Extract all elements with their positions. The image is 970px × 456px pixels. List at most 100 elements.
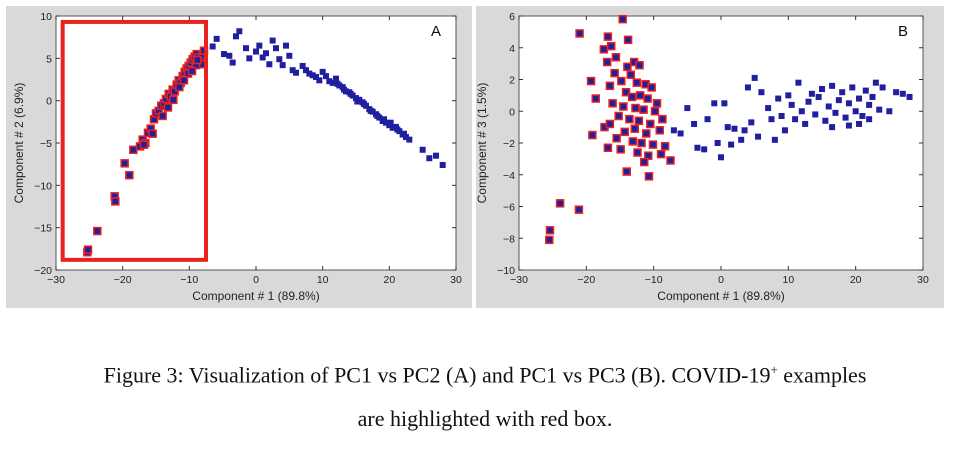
highlighted-data-point: [545, 226, 555, 235]
data-point: [714, 140, 721, 146]
data-point: [316, 77, 323, 84]
data-point: [309, 72, 316, 79]
data-point: [819, 86, 825, 93]
data-point: [293, 69, 299, 76]
data-point: [684, 105, 691, 112]
highlighted-data-point: [193, 55, 202, 65]
highlighted-data-point: [642, 129, 651, 138]
highlighted-data-point: [175, 82, 184, 92]
data-point: [283, 42, 289, 49]
highlighted-data-point: [120, 159, 129, 168]
highlighted-data-point: [139, 140, 149, 149]
highlighted-data-point: [111, 197, 120, 206]
x-tick-label: −10: [180, 274, 198, 286]
data-point: [906, 93, 913, 100]
data-point: [832, 109, 839, 116]
panel-a: −30 −20 −10 0 10 20 30 −20 −15 −10 −5 0 5 10 Component…: [6, 6, 472, 308]
data-point: [869, 93, 876, 100]
highlighted-data-point: [658, 114, 667, 124]
data-point: [731, 125, 738, 132]
highlighted-data-point: [602, 57, 612, 67]
data-point: [876, 106, 883, 113]
data-point: [815, 93, 822, 100]
highlighted-data-point: [666, 156, 675, 165]
data-point: [829, 82, 836, 89]
caption-text-2: are highlighted with red box.: [357, 406, 613, 431]
data-point: [406, 136, 413, 143]
highlighted-data-point: [545, 235, 554, 245]
y-tick-label: 5: [46, 53, 52, 65]
data-point: [319, 68, 326, 75]
highlighted-data-point: [637, 138, 646, 148]
highlighted-data-point: [634, 116, 644, 126]
y-tick-label: −10: [497, 265, 515, 277]
highlighted-data-point: [125, 170, 134, 180]
data-point: [771, 136, 778, 143]
data-point: [886, 108, 893, 115]
data-point: [778, 113, 785, 120]
highlighted-data-point: [652, 99, 662, 108]
data-point: [798, 108, 805, 115]
data-point: [866, 116, 873, 123]
highlighted-data-point: [179, 76, 189, 85]
data-point: [279, 62, 286, 69]
data-point: [792, 116, 799, 123]
data-point: [286, 52, 293, 59]
data-point: [289, 67, 296, 74]
highlighted-data-point: [588, 130, 597, 140]
data-point: [751, 74, 758, 81]
y-tick-label: −5: [40, 138, 52, 150]
highlighted-data-point: [627, 92, 637, 102]
highlighted-data-point: [610, 68, 619, 78]
highlighted-data-point: [622, 167, 631, 176]
data-point: [785, 92, 792, 99]
highlight-box: [60, 19, 208, 262]
highlighted-data-point: [606, 41, 616, 51]
y-axis-label: Component # 3 (1.5%): [475, 83, 489, 204]
x-tick-label: 0: [253, 274, 259, 286]
highlighted-data-point: [643, 94, 652, 103]
data-point: [788, 101, 795, 108]
highlighted-data-point: [626, 70, 636, 79]
data-point: [738, 136, 745, 143]
data-point: [233, 33, 239, 40]
data-point: [221, 51, 227, 58]
x-tick-label: 10: [782, 274, 794, 286]
data-point: [741, 127, 748, 134]
data-point: [389, 124, 396, 131]
data-point: [361, 101, 367, 108]
x-tick-label: −30: [47, 274, 65, 286]
x-tick-label: 20: [383, 274, 395, 286]
data-point: [256, 42, 263, 49]
data-point: [694, 144, 701, 151]
x-tick-label: −30: [510, 274, 528, 286]
data-point: [728, 141, 735, 148]
highlighted-data-point: [647, 83, 656, 92]
highlighted-data-point: [614, 111, 623, 121]
highlighted-data-point: [93, 226, 102, 236]
data-point: [781, 127, 788, 134]
figure-caption-line-2: are highlighted with red box.: [0, 406, 970, 432]
data-point: [856, 120, 863, 127]
data-point: [354, 98, 361, 105]
data-point: [401, 130, 407, 137]
data-point: [825, 103, 832, 110]
caption-text: Figure 3: Visualization of PC1 vs PC2 (A…: [103, 362, 771, 388]
y-axis-label: Component # 2 (6.9%): [12, 83, 26, 204]
data-point: [744, 84, 751, 91]
data-point: [802, 120, 809, 127]
data-point: [306, 70, 313, 77]
data-point: [374, 112, 381, 119]
highlighted-data-point: [83, 245, 93, 254]
y-tick-label: −6: [503, 202, 515, 214]
data-point: [879, 84, 886, 91]
highlighted-data-point: [644, 172, 654, 181]
data-point: [226, 52, 233, 59]
highlighted-data-point: [617, 76, 626, 86]
data-point: [758, 89, 765, 96]
data-point: [367, 107, 374, 114]
figure-caption-line-1: Figure 3: Visualization of PC1 vs PC2 (A…: [0, 362, 970, 388]
highlighted-data-point: [650, 107, 660, 116]
data-point: [381, 116, 387, 123]
data-point: [334, 80, 341, 87]
